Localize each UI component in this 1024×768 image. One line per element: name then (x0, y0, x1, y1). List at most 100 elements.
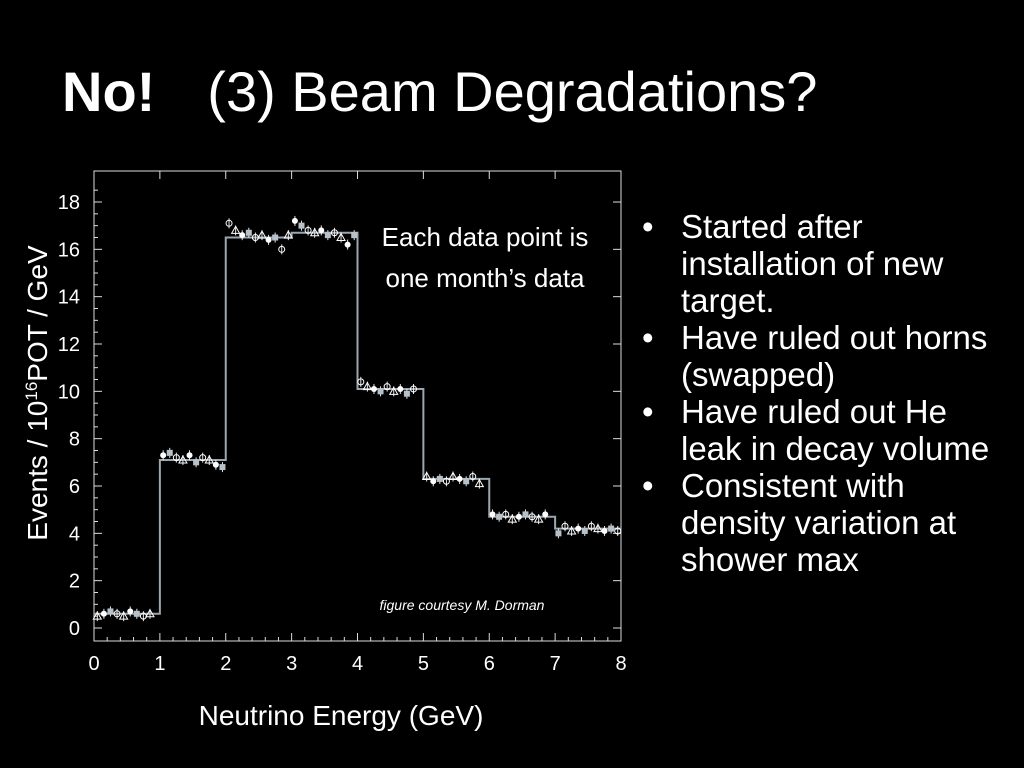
data-point (566, 525, 577, 535)
data-point (225, 219, 233, 227)
x-tick-label: 5 (418, 653, 429, 675)
y-axis-label-exponent: 16 (21, 381, 41, 401)
x-axis-label: Neutrino Energy (GeV) (198, 700, 484, 731)
y-tick-label: 18 (58, 192, 80, 214)
data-point (377, 388, 384, 395)
data-point (336, 232, 346, 241)
data-point (403, 390, 410, 397)
data-point (324, 232, 331, 239)
data-point (318, 227, 325, 234)
y-tick-label: 6 (69, 476, 80, 498)
data-point (469, 473, 477, 481)
data-point (528, 513, 536, 521)
data-point (118, 611, 129, 620)
data-point (601, 527, 608, 534)
slide-title: No! (3) Beam Degradations? (62, 64, 817, 120)
data-point (555, 530, 562, 537)
x-tick-label: 0 (88, 653, 99, 675)
data-point (145, 608, 155, 618)
data-point (278, 245, 286, 253)
y-axis-label: Events / 1016POT / GeV (22, 245, 54, 540)
data-point (515, 513, 522, 520)
y-tick-label: 4 (69, 523, 80, 545)
histogram-series (94, 231, 621, 615)
y-axis-label-prefix: Events / 10 (22, 400, 54, 541)
data-point (178, 454, 188, 464)
data-point (397, 385, 404, 392)
data-point (436, 475, 443, 482)
chart-annotation: Each data point is one month’s data (381, 222, 589, 293)
data-point (186, 452, 193, 459)
data-point (608, 525, 615, 532)
data-point (474, 478, 485, 488)
bullet-marker: • (642, 467, 654, 504)
data-point (100, 610, 107, 617)
bullet-text: Consistent with density variation at sho… (681, 467, 957, 578)
bullet-item: • Consistent with density variation at sh… (642, 467, 1012, 578)
data-point (265, 236, 272, 243)
title-main: (3) Beam Degradations? (207, 60, 818, 123)
data-point (502, 510, 510, 518)
x-tick-label: 6 (484, 653, 495, 675)
histogram-line (94, 231, 621, 615)
data-point (587, 522, 595, 530)
data-point (496, 513, 503, 520)
data-point (370, 385, 377, 392)
data-point (330, 229, 338, 237)
data-point (92, 611, 103, 620)
data-point (239, 232, 246, 239)
data-point (561, 522, 569, 530)
data-point (409, 385, 417, 393)
bullet-item: • Started after installation of new targe… (642, 208, 1012, 319)
data-point (257, 230, 267, 239)
x-tick-label: 7 (550, 653, 561, 675)
data-point (230, 225, 241, 234)
data-point (442, 477, 450, 485)
data-point (383, 383, 391, 391)
data-point (298, 222, 305, 229)
x-tick-label: 3 (286, 653, 297, 675)
data-point (133, 610, 140, 617)
x-tick-label: 1 (154, 653, 165, 675)
figure-credit: figure courtesy M. Dorman (379, 597, 545, 613)
data-point (344, 241, 351, 248)
monthly-data-points (92, 215, 622, 622)
data-point (172, 454, 180, 462)
data-point (245, 229, 252, 236)
data-point (160, 452, 167, 459)
data-point (456, 475, 463, 482)
bullet-list: • Started after installation of new targe… (642, 208, 1012, 578)
y-tick-label: 12 (58, 334, 80, 356)
bullet-marker: • (642, 208, 654, 245)
y-tick-label: 2 (69, 571, 80, 593)
data-point (212, 461, 219, 468)
data-point (575, 525, 582, 532)
bullet-marker: • (642, 319, 654, 356)
bullet-item: • Have ruled out horns (swapped) (642, 319, 1012, 393)
data-point (507, 514, 518, 523)
data-point (430, 478, 437, 485)
data-point (448, 471, 458, 481)
data-point (204, 454, 215, 464)
data-point (107, 608, 114, 615)
data-point (272, 234, 279, 241)
data-point (522, 511, 529, 518)
bullet-text: Started after installation of new target… (681, 208, 944, 319)
data-point (581, 527, 588, 534)
data-point (614, 527, 622, 535)
data-point (193, 459, 200, 466)
x-tick-label: 4 (352, 653, 363, 675)
x-tick-label: 8 (615, 653, 626, 675)
y-tick-label: 14 (58, 287, 80, 309)
data-point (283, 230, 294, 239)
y-tick-label: 0 (69, 618, 80, 640)
data-point (304, 226, 312, 234)
y-axis-label-suffix: POT / GeV (22, 245, 54, 382)
data-point (489, 511, 496, 518)
y-tick-label: 8 (69, 429, 80, 451)
data-point (351, 232, 358, 239)
bullet-text: Have ruled out He leak in decay volume (681, 393, 990, 467)
data-point (291, 217, 298, 224)
data-point (127, 608, 134, 615)
